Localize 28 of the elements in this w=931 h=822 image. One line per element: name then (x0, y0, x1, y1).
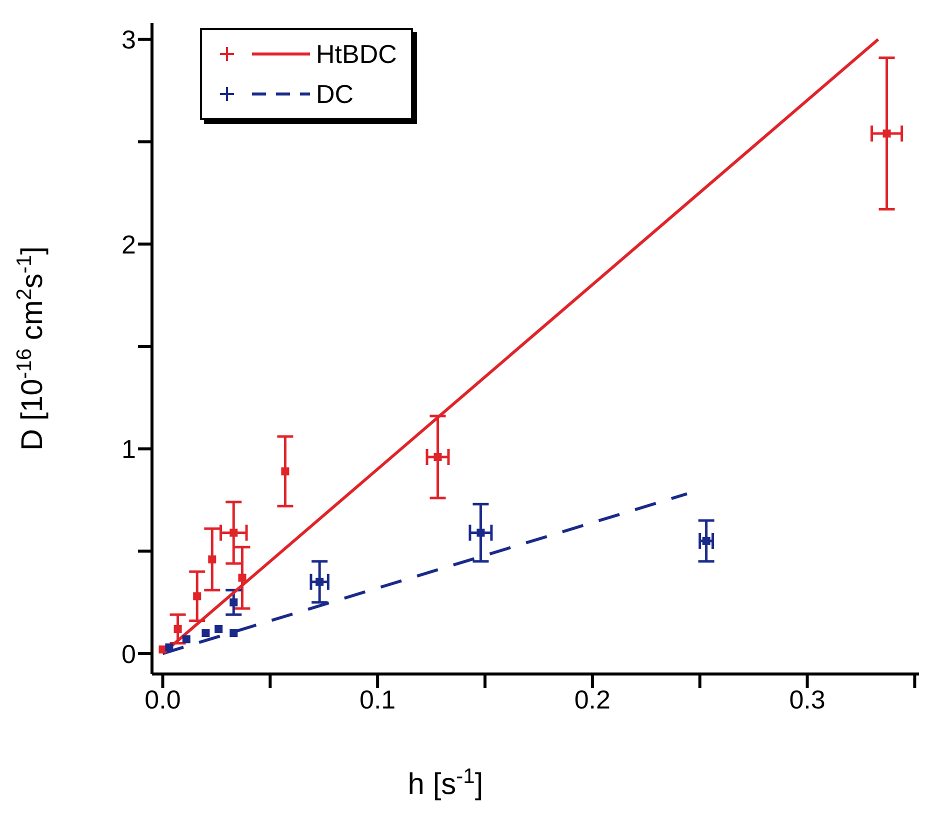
x-tick-label: 0.1 (360, 684, 396, 714)
point (230, 598, 238, 606)
point (202, 629, 210, 638)
y-tick-label: 2 (122, 229, 136, 260)
y-tick-label: 3 (122, 24, 136, 55)
legend-label: HtBDC (316, 38, 397, 70)
x-tick-label: 0.0 (144, 684, 181, 714)
point (238, 574, 246, 582)
x-axis-title: h [s$^{-1}$] (408, 764, 484, 801)
point (193, 592, 202, 600)
point (165, 643, 174, 652)
x-tick-label: 0.3 (789, 684, 826, 714)
point (434, 453, 442, 461)
point (182, 635, 190, 644)
point (230, 528, 238, 537)
point (476, 528, 485, 537)
point (230, 629, 238, 638)
point (208, 555, 216, 564)
point (882, 130, 891, 138)
legend-label: DC (316, 78, 354, 110)
y-tick-label: 0 (122, 638, 136, 669)
point (281, 467, 290, 476)
x-tick-label: 0.2 (574, 684, 611, 714)
point (174, 624, 182, 633)
point (316, 578, 324, 586)
point (702, 536, 710, 545)
point (214, 624, 223, 633)
y-tick-label: 1 (122, 434, 136, 464)
